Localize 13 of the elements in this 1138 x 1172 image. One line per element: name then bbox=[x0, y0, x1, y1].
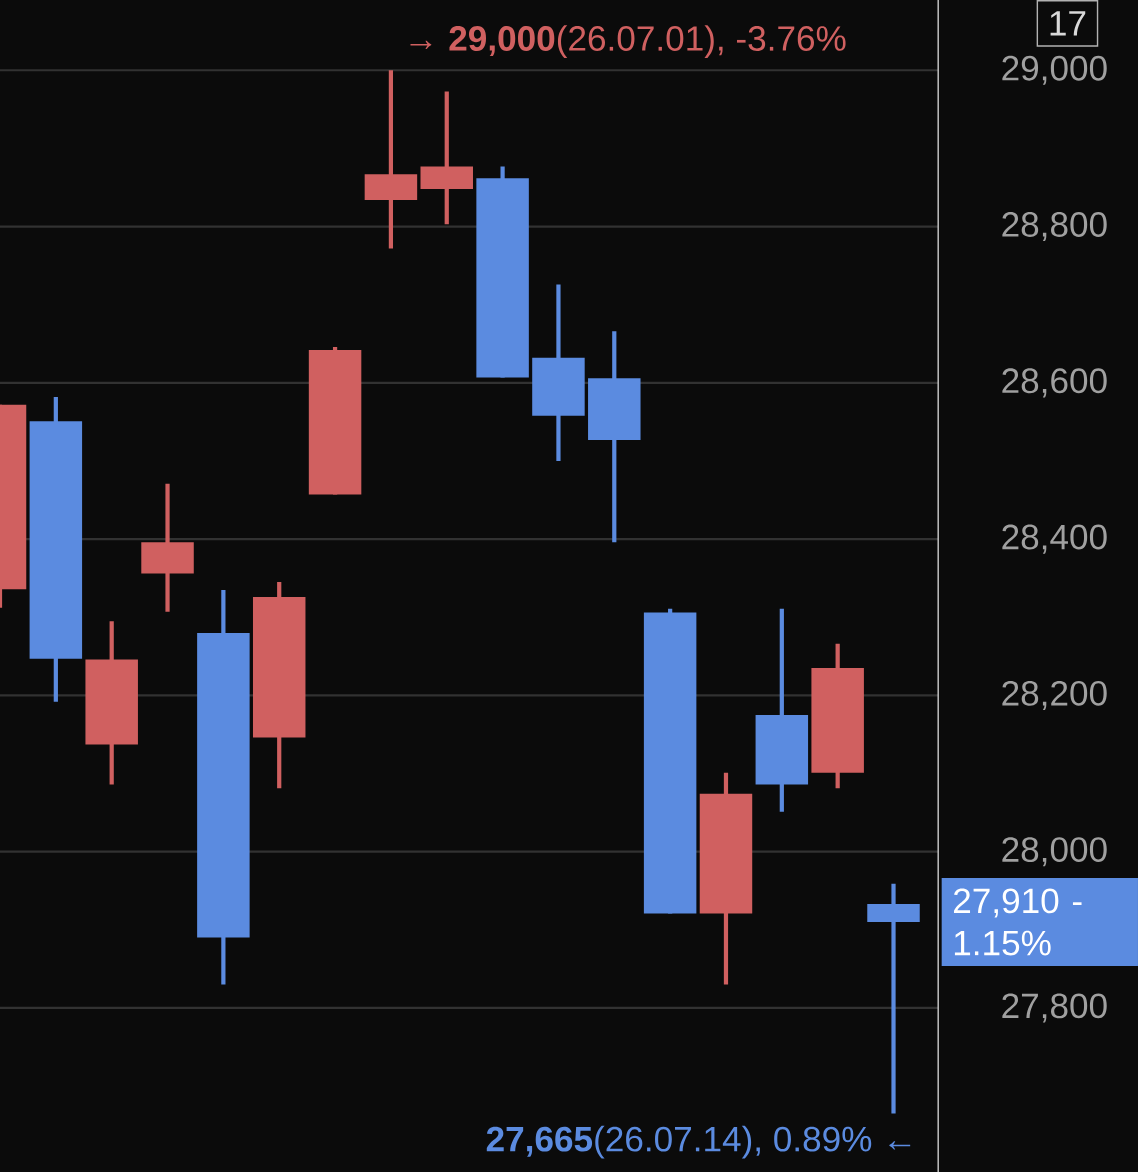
candlestick bbox=[364, 70, 418, 249]
text: 17 bbox=[1050, 11, 1086, 36]
y-tick-label: 28,600 bbox=[1002, 368, 1107, 398]
y-tick-label: 28,200 bbox=[1002, 680, 1107, 710]
y-tick-label: 28,000 bbox=[1002, 837, 1107, 867]
y-tick-label: 28,400 bbox=[1002, 524, 1107, 554]
candlestick bbox=[867, 883, 920, 1114]
annotation: → 29,000(26.07.01), -3.76% bbox=[410, 25, 846, 58]
y-tick-label: 27,800 bbox=[1002, 993, 1107, 1023]
y-tick-label: 28,800 bbox=[1002, 212, 1107, 242]
text: 27,910 -1.15% bbox=[953, 888, 1082, 956]
y-tick-label: 29,000 bbox=[1002, 55, 1107, 85]
annotation: 27,665(26.07.14), 0.89% ← bbox=[486, 1125, 911, 1159]
